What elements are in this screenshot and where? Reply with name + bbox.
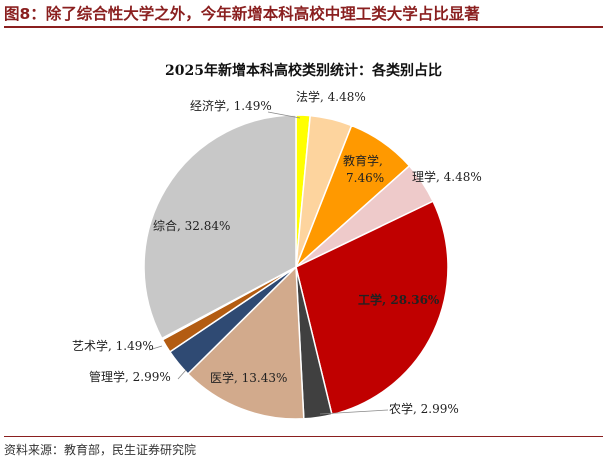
slice-label: 医学, 13.43% [210,370,287,385]
pie-slice [186,265,305,420]
slice-label: 经济学, 1.49% [190,98,272,113]
label-leader-line [319,409,389,415]
title-rule [4,26,603,28]
label-leader-line [267,111,301,119]
slice-label: 农学, 2.99% [389,401,459,416]
source-note: 资料来源：教育部，民生证券研究院 [4,443,197,457]
label-leader-line [177,369,187,380]
slice-label: 综合, 32.84% [153,218,230,233]
slice-label: 教育学, 7.46% [343,153,384,185]
figure-caption: 除了综合性大学之外，今年新增本科高校中理工类大学占比显著 [45,5,480,23]
pie-slice [143,114,297,340]
source-rule [4,436,603,437]
label-leader-line [148,345,163,351]
slice-label: 管理学, 2.99% [89,369,171,384]
figure-title: 图8：除了综合性大学之外，今年新增本科高校中理工类大学占比显著 [4,3,604,25]
pie-slice [295,200,449,416]
slice-label: 法学, 4.48% [296,89,366,104]
slice-label: 理学, 4.48% [412,169,482,184]
slice-label: 工学, 28.36% [358,292,440,307]
chart-title: 2025年新增本科高校类别统计：各类别占比 [165,63,442,79]
figure-label: 图8： [4,5,46,23]
slice-label: 艺术学, 1.49% [72,338,154,353]
